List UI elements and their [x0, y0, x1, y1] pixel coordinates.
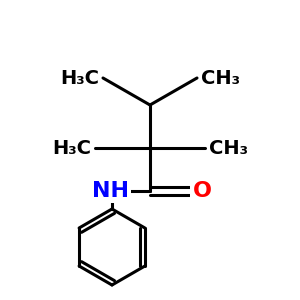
Text: H₃C: H₃C [52, 139, 91, 158]
Text: H₃C: H₃C [60, 68, 99, 88]
Text: NH: NH [92, 181, 128, 201]
Text: O: O [193, 181, 211, 201]
Text: CH₃: CH₃ [209, 139, 248, 158]
Text: CH₃: CH₃ [201, 68, 240, 88]
